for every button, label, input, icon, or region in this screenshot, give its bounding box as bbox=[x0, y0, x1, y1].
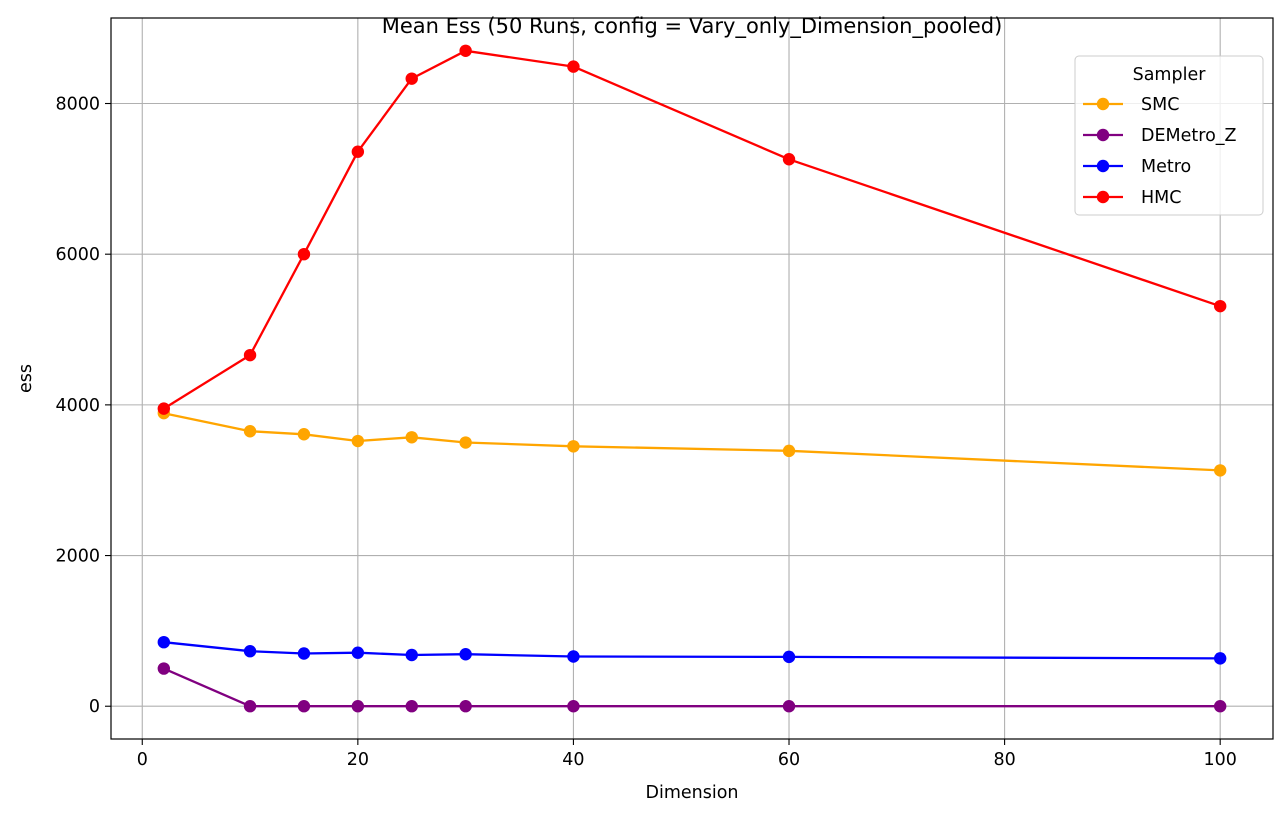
data-point bbox=[567, 700, 580, 713]
data-point bbox=[567, 60, 580, 73]
x-tick-label: 80 bbox=[993, 750, 1015, 770]
x-tick-label: 100 bbox=[1203, 750, 1236, 770]
y-tick-label: 0 bbox=[89, 697, 100, 717]
data-point bbox=[351, 700, 365, 713]
legend-item: SMC bbox=[1083, 95, 1179, 115]
x-axis-label: Dimension bbox=[645, 783, 738, 803]
data-point bbox=[405, 648, 418, 662]
data-point bbox=[782, 153, 796, 166]
data-point bbox=[297, 647, 311, 660]
series-hmc bbox=[157, 44, 1227, 415]
series-metro bbox=[157, 635, 1227, 665]
data-point bbox=[243, 645, 257, 658]
legend-swatch-marker bbox=[1096, 97, 1110, 111]
data-point bbox=[157, 402, 171, 415]
data-point bbox=[459, 648, 472, 661]
legend-item: DEMetro_Z bbox=[1083, 126, 1237, 146]
x-tick-label: 20 bbox=[347, 750, 369, 770]
data-point bbox=[351, 434, 365, 448]
data-point bbox=[405, 700, 418, 713]
data-point bbox=[782, 650, 796, 664]
data-point bbox=[782, 700, 796, 713]
legend-label: HMC bbox=[1141, 188, 1181, 208]
legend-label: DEMetro_Z bbox=[1141, 126, 1237, 146]
data-point bbox=[243, 425, 257, 438]
legend-items: SMC DEMetro_Z Metro HMC bbox=[1083, 95, 1237, 208]
series-layer bbox=[157, 44, 1227, 713]
x-tick-label: 40 bbox=[562, 750, 584, 770]
data-point bbox=[459, 44, 472, 57]
legend-swatch-marker bbox=[1096, 190, 1110, 204]
data-point bbox=[782, 444, 796, 458]
data-point bbox=[243, 700, 257, 713]
y-tick-label: 2000 bbox=[55, 547, 100, 567]
x-tick-label: 0 bbox=[137, 750, 148, 770]
legend-item: Metro bbox=[1083, 157, 1191, 177]
series-smc bbox=[157, 406, 1227, 477]
data-point bbox=[1213, 464, 1227, 477]
data-point bbox=[405, 72, 418, 85]
y-axis-label: ess bbox=[16, 364, 36, 393]
legend-item: HMC bbox=[1083, 188, 1181, 208]
data-point bbox=[297, 700, 311, 713]
data-point bbox=[351, 646, 365, 659]
y-tick-label: 6000 bbox=[55, 245, 100, 265]
series-demetro-z bbox=[157, 662, 1227, 713]
data-point bbox=[297, 247, 311, 261]
x-tick-label: 60 bbox=[778, 750, 800, 770]
data-point bbox=[297, 428, 311, 441]
data-point bbox=[405, 431, 418, 444]
ticks: 0 20 40 60 80 100 0 2000 4000 6000 8000 bbox=[55, 95, 1236, 770]
data-point bbox=[157, 662, 171, 675]
legend-swatch-marker bbox=[1096, 128, 1110, 142]
legend-box bbox=[1074, 55, 1264, 216]
data-point bbox=[1213, 299, 1227, 313]
data-point bbox=[459, 700, 472, 713]
y-tick-label: 4000 bbox=[55, 396, 100, 416]
data-point bbox=[1213, 652, 1227, 665]
legend-label: SMC bbox=[1141, 95, 1179, 115]
data-point bbox=[157, 635, 171, 649]
legend-label: Metro bbox=[1141, 157, 1191, 177]
legend-title: Sampler bbox=[1133, 65, 1207, 85]
plot-frame bbox=[110, 17, 1274, 740]
data-point bbox=[567, 650, 580, 663]
data-point bbox=[243, 348, 257, 362]
legend-swatch-marker bbox=[1096, 159, 1110, 173]
data-point bbox=[459, 436, 472, 449]
chart-title: Mean Ess (50 Runs, config = Vary_only_Di… bbox=[382, 14, 1003, 39]
data-point bbox=[351, 145, 365, 158]
data-point bbox=[1213, 700, 1227, 713]
legend: Sampler SMC DEMetro_Z Metro HMC bbox=[1074, 55, 1264, 216]
y-tick-label: 8000 bbox=[55, 95, 100, 115]
data-point bbox=[567, 440, 580, 453]
